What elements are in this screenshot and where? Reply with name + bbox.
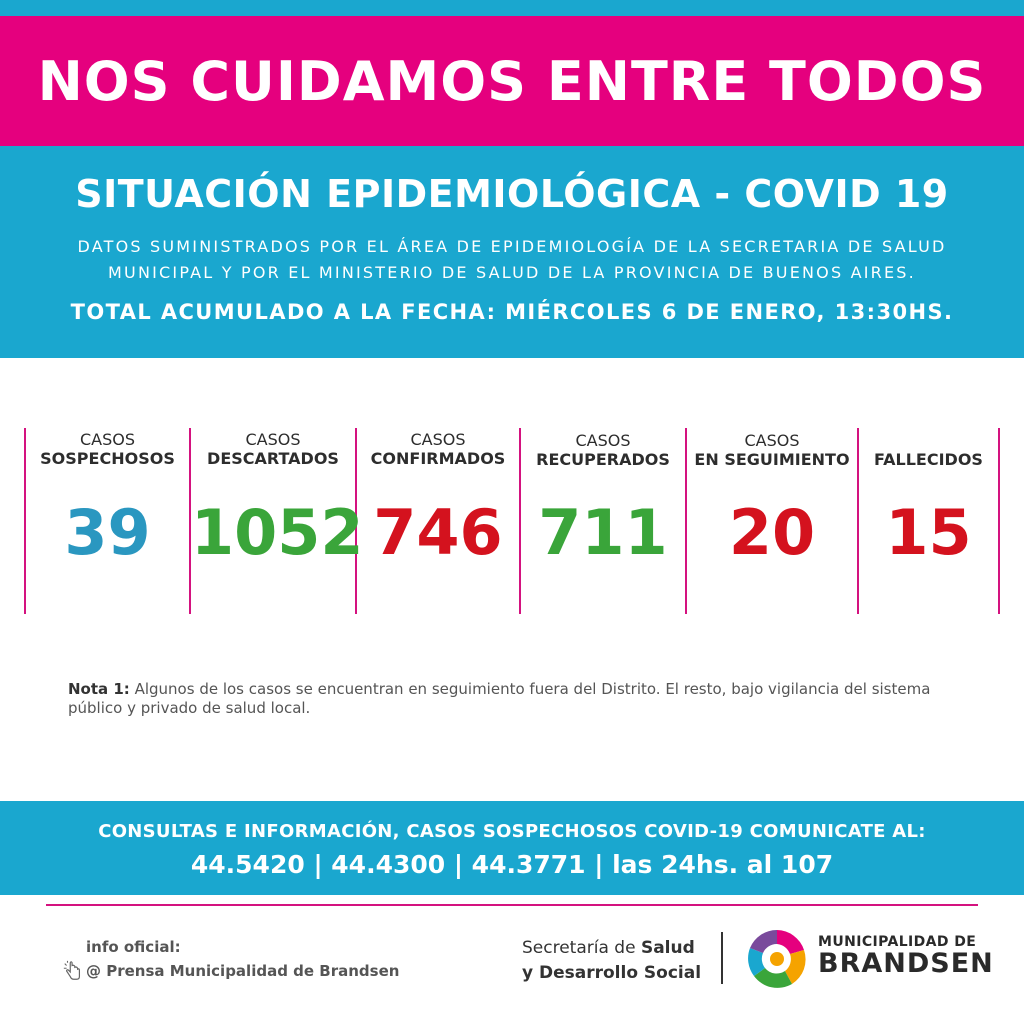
stat-value: 39 [64,496,151,569]
stat-seguimiento: CASOS EN SEGUIMIENTO 20 [687,428,857,614]
footer-separator [721,932,723,984]
municipal-logo-icon [748,929,806,988]
stat-label: CASOS DESCARTADOS [207,430,339,468]
stat-label: FALLECIDOS [874,450,983,469]
note-text: Algunos de los casos se encuentran en se… [68,680,931,717]
main-banner: NOS CUIDAMOS ENTRE TODOS [0,16,1024,146]
stat-value: 20 [728,496,816,569]
hand-cursor-icon [63,960,81,980]
stat-confirmados: CASOS CONFIRMADOS 746 [357,428,519,614]
stat-divider [685,428,687,614]
info-source: DATOS SUMINISTRADOS POR EL ÁREA DE EPIDE… [62,234,962,286]
stat-label: CASOS CONFIRMADOS [370,430,506,468]
official-info: info oficial: @ Prensa Municipalidad de … [62,938,399,982]
stat-fallecidos: FALLECIDOS 15 [859,428,998,614]
secretaria-label: Secretaría de Salud y Desarrollo Social [522,938,702,983]
note: Nota 1: Algunos de los casos se encuentr… [68,680,968,718]
info-panel: SITUACIÓN EPIDEMIOLÓGICA - COVID 19 DATO… [0,146,1024,358]
stat-divider [519,428,521,614]
footer-divider [46,904,978,906]
contact-heading: CONSULTAS E INFORMACIÓN, CASOS SOSPECHOS… [98,821,926,842]
stat-divider [189,428,191,614]
banner-title: NOS CUIDAMOS ENTRE TODOS [37,49,987,113]
stat-value: 746 [373,496,503,569]
top-color-strip [0,0,1024,16]
stat-label: CASOS EN SEGUIMIENTO [694,431,850,469]
stat-recuperados: CASOS RECUPERADOS 711 [521,428,685,614]
stat-label: CASOS RECUPERADOS [536,431,670,469]
info-total-date: TOTAL ACUMULADO A LA FECHA: MIÉRCOLES 6 … [70,300,954,324]
stat-value: 1052 [191,496,364,569]
official-handle: @ Prensa Municipalidad de Brandsen [86,962,400,980]
stats-grid: CASOS SOSPECHOSOS 39 CASOS DESCARTADOS 105… [24,428,1002,614]
stat-divider [24,428,26,614]
stat-value: 15 [885,496,972,569]
stat-divider [998,428,1000,614]
stat-divider [355,428,357,614]
stat-divider [857,428,859,614]
info-source-line-1: DATOS SUMINISTRADOS POR EL ÁREA DE EPIDE… [77,237,947,256]
municipality-line-1: MUNICIPALIDAD DE [818,934,977,950]
note-label: Nota 1: [68,680,130,698]
contact-panel: CONSULTAS E INFORMACIÓN, CASOS SOSPECHOS… [0,801,1024,895]
municipality-line-2: BRANDSEN [818,948,994,979]
contact-phones: 44.5420 | 44.4300 | 44.3771 | las 24hs. … [190,850,834,879]
stat-value: 711 [538,496,668,569]
stat-label: CASOS SOSPECHOSOS [40,430,175,468]
stat-descartados: CASOS DESCARTADOS 1052 [191,428,364,614]
info-title: SITUACIÓN EPIDEMIOLÓGICA - COVID 19 [75,172,949,216]
municipality-name: MUNICIPALIDAD DE BRANDSEN [818,934,994,978]
official-title: info oficial: [86,938,181,956]
info-source-line-2: MUNICIPAL Y POR EL MINISTERIO DE SALUD D… [108,263,916,282]
stat-sospechosos: CASOS SOSPECHOSOS 39 [26,428,189,614]
